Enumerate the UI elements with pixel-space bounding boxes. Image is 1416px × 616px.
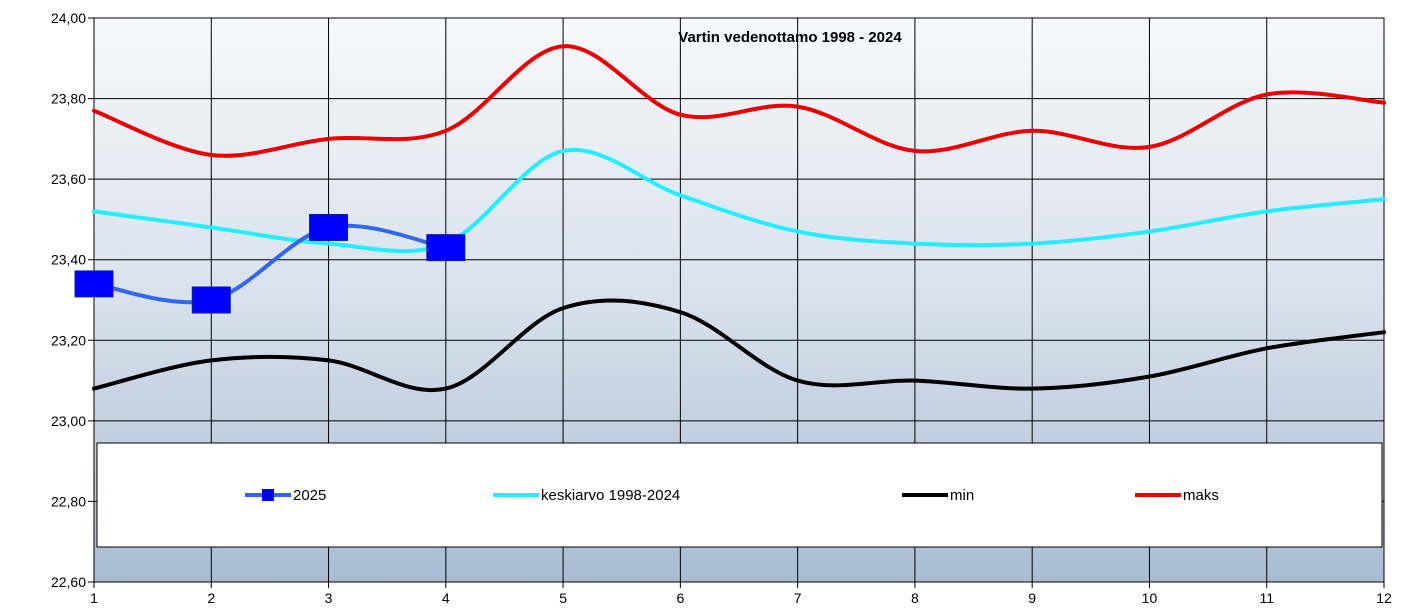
x-tick-label: 4 [442, 590, 450, 606]
x-tick-label: 1 [90, 590, 98, 606]
y-tick-label: 23,60 [51, 171, 86, 187]
x-axis-ticks: 1 2 3 4 5 6 7 8 9 10 11 12 [90, 590, 1392, 606]
legend-marker-0 [262, 489, 274, 501]
data-point-marker [309, 213, 349, 241]
series-lines [92, 44, 1386, 392]
series-line-maks [92, 44, 1386, 158]
y-tick-label: 22,80 [51, 493, 86, 509]
chart-title: Vartin vedenottamo 1998 - 2024 [678, 29, 902, 46]
x-tick-label: 5 [559, 590, 567, 606]
x-tick-label: 7 [794, 590, 802, 606]
data-point-marker [74, 270, 114, 298]
series-line-2025 [92, 223, 448, 305]
data-point-marker [426, 234, 466, 262]
x-tick-label: 11 [1259, 590, 1274, 606]
y-tick-label: 23,00 [51, 413, 86, 429]
y-tick-label: 24,00 [51, 10, 86, 26]
legend-label-2: min [950, 487, 974, 504]
x-tick-label: 12 [1376, 590, 1392, 606]
y-tick-label: 22,60 [51, 574, 86, 590]
x-tick-label: 10 [1142, 590, 1158, 606]
x-tick-label: 3 [325, 590, 333, 606]
series-line-keskiarvo-1998-2024 [92, 147, 1386, 254]
legend-label-3: maks [1183, 487, 1219, 504]
series-line-min [92, 298, 1386, 392]
x-tick-label: 8 [911, 590, 919, 606]
data-point-marker [191, 286, 231, 314]
y-tick-label: 23,80 [51, 91, 86, 107]
legend: 2025 keskiarvo 1998-2024 min maks [96, 442, 1383, 548]
y-axis-ticks: 22,60 22,80 23,00 23,20 23,40 23,60 23,80 24,00 [51, 10, 86, 590]
x-tick-label: 2 [207, 590, 215, 606]
legend-label-1: keskiarvo 1998-2024 [541, 487, 680, 504]
plot-border [93, 17, 1385, 583]
x-tick-label: 9 [1028, 590, 1036, 606]
x-tick-label: 6 [676, 590, 684, 606]
series-markers [74, 213, 466, 314]
y-tick-label: 23,20 [51, 332, 86, 348]
y-tick-label: 23,40 [51, 252, 86, 268]
legend-label-0: 2025 [293, 487, 326, 504]
